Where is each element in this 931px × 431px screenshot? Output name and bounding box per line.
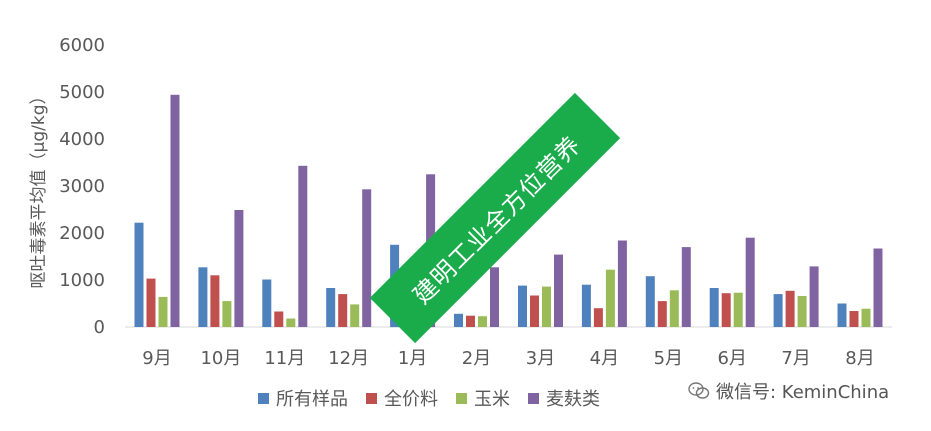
bar xyxy=(605,269,615,327)
y-axis-label-group: 呕吐毒素平均值（μg/kg） xyxy=(29,88,49,289)
bar xyxy=(158,296,168,327)
bar xyxy=(454,313,463,327)
x-tick-label: 4月 xyxy=(590,348,619,369)
x-tick-label: 6月 xyxy=(717,348,746,369)
bar xyxy=(593,308,603,327)
legend-label: 麦麸类 xyxy=(546,389,600,410)
bar xyxy=(338,294,348,327)
legend-swatch xyxy=(258,392,269,404)
y-tick-label: 3000 xyxy=(59,176,105,197)
bar xyxy=(298,165,308,327)
y-tick-label: 1000 xyxy=(59,270,105,291)
bar xyxy=(554,254,563,327)
legend-swatch xyxy=(528,392,539,404)
bar xyxy=(581,284,591,327)
y-tick-label: 5000 xyxy=(59,82,105,103)
y-ticks: 0 1000 2000 3000 4000 5000 6000 xyxy=(59,35,105,338)
legend-swatch xyxy=(366,392,377,404)
bar xyxy=(837,303,847,327)
bar xyxy=(198,267,208,327)
bar xyxy=(849,311,859,327)
bar xyxy=(234,210,244,327)
legend-item-wheat-bran: 麦麸类 xyxy=(528,385,600,411)
bar xyxy=(466,315,475,327)
x-tick-label: 1月 xyxy=(398,348,427,369)
bar xyxy=(326,288,336,327)
legend-item-all-samples: 所有样品 xyxy=(258,385,348,411)
bar xyxy=(350,304,360,327)
bar xyxy=(478,316,487,327)
x-tick-label: 2月 xyxy=(462,348,491,369)
legend-label: 所有样品 xyxy=(276,389,348,410)
bar xyxy=(490,267,499,327)
x-tick-label: 9月 xyxy=(142,348,171,369)
x-tick-label: 11月 xyxy=(264,348,305,369)
bar xyxy=(530,295,539,327)
bar xyxy=(709,288,719,327)
bar xyxy=(797,296,807,327)
bar xyxy=(542,286,551,327)
bar xyxy=(645,276,655,327)
bar xyxy=(262,279,272,327)
y-tick-label: 6000 xyxy=(59,35,105,56)
bar xyxy=(286,318,296,327)
y-tick-label: 0 xyxy=(94,317,105,338)
legend-item-corn: 玉米 xyxy=(456,385,510,411)
x-tick-label: 7月 xyxy=(781,348,810,369)
x-tick-label: 10月 xyxy=(200,348,241,369)
legend: 所有样品 全价料 玉米 麦麸类 xyxy=(258,385,600,411)
x-tick-label: 8月 xyxy=(845,348,874,369)
y-axis-label: 呕吐毒素平均值（μg/kg） xyxy=(29,88,49,289)
bar xyxy=(518,285,527,327)
x-tick-label: 12月 xyxy=(328,348,369,369)
bar xyxy=(809,266,819,327)
legend-swatch xyxy=(456,392,467,404)
y-tick-label: 4000 xyxy=(59,129,105,150)
bar xyxy=(861,308,871,327)
bar xyxy=(669,290,679,327)
bar xyxy=(721,293,731,327)
wechat-icon xyxy=(688,382,710,399)
legend-label: 玉米 xyxy=(474,389,510,410)
bar xyxy=(681,247,691,327)
bar xyxy=(274,311,284,327)
bar xyxy=(134,222,144,327)
bar xyxy=(657,301,667,327)
bar xyxy=(146,278,156,327)
bar xyxy=(222,301,232,327)
wechat-id: 微信号: KeminChina xyxy=(688,378,889,404)
x-tick-label: 3月 xyxy=(526,348,555,369)
bar xyxy=(210,275,220,327)
wechat-text: 微信号: KeminChina xyxy=(716,382,890,403)
bars xyxy=(134,94,883,328)
bar xyxy=(617,240,627,327)
bar xyxy=(873,248,883,327)
bar xyxy=(745,237,755,327)
bar xyxy=(170,94,180,327)
bar xyxy=(362,189,372,327)
bar xyxy=(785,290,795,327)
bar xyxy=(773,294,783,327)
bar xyxy=(733,292,743,327)
legend-item-complete-feed: 全价料 xyxy=(366,385,438,411)
y-tick-label: 2000 xyxy=(59,223,105,244)
legend-label: 全价料 xyxy=(384,389,438,410)
x-ticks: 9月 10月 11月 12月 1月 2月 3月 4月 5月 6月 7月 8月 xyxy=(142,348,874,369)
x-tick-label: 5月 xyxy=(654,348,683,369)
